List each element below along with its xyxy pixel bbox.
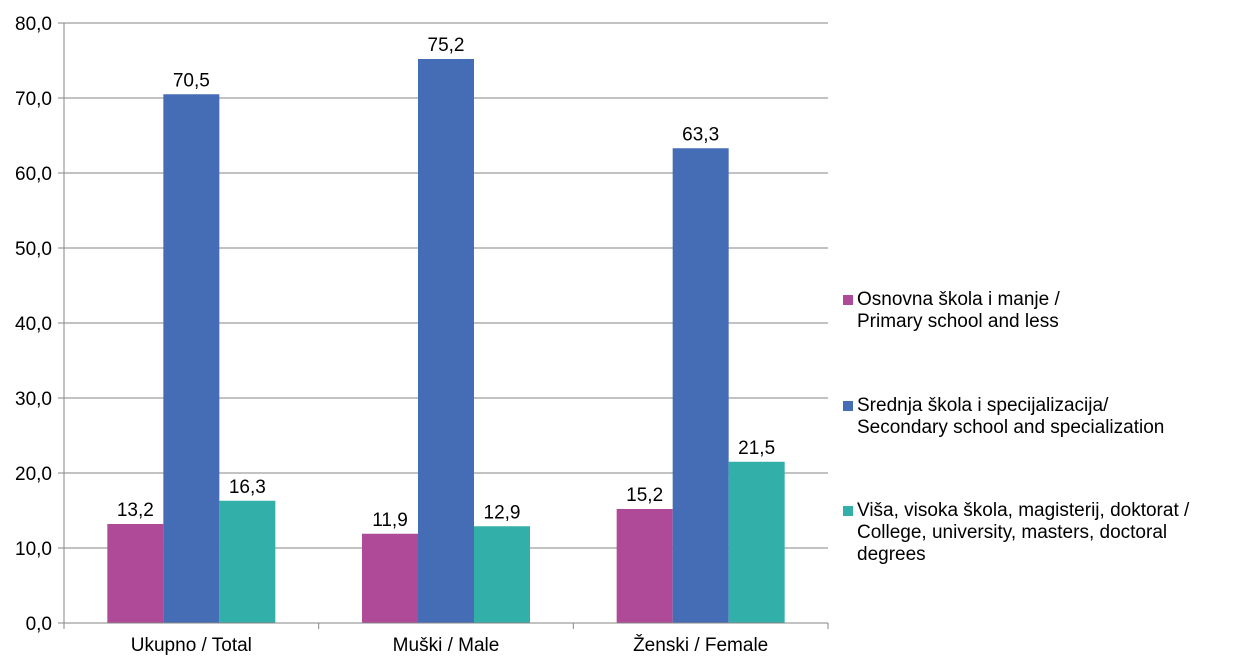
- legend-swatch: [843, 506, 853, 516]
- legend-item: Viša, visoka škola, magisterij, doktorat…: [843, 500, 1189, 566]
- y-tick-label: 40,0: [15, 314, 52, 335]
- y-tick-label: 70,0: [15, 89, 52, 110]
- data-label: 21,5: [738, 438, 775, 459]
- category-label: Ukupno / Total: [131, 635, 252, 656]
- bar: [418, 59, 474, 623]
- legend-label: Osnovna škola i manje / Primary school a…: [857, 289, 1060, 332]
- y-tick-label: 30,0: [15, 389, 52, 410]
- bar: [219, 500, 276, 623]
- y-tick-label: 60,0: [15, 164, 52, 185]
- legend-item: Osnovna škola i manje / Primary school a…: [843, 289, 1060, 333]
- bar: [107, 524, 164, 623]
- legend-label: Viša, visoka škola, magisterij, doktorat…: [857, 500, 1190, 565]
- y-tick-label: 80,0: [15, 14, 52, 35]
- bar: [362, 533, 418, 623]
- y-tick-label: 0,0: [26, 614, 52, 635]
- data-label: 75,2: [428, 35, 465, 56]
- x-axis: [58, 23, 829, 629]
- y-tick-label: 20,0: [15, 464, 52, 485]
- y-tick-label: 10,0: [15, 539, 52, 560]
- data-label: 63,3: [682, 124, 719, 145]
- data-label: 70,5: [173, 70, 210, 91]
- bar: [474, 526, 530, 623]
- legend-label: Srednja škola i specijalizacija/ Seconda…: [857, 395, 1165, 438]
- legend: Osnovna škola i manje / Primary school a…: [843, 0, 1241, 658]
- bar: [163, 94, 220, 623]
- y-tick-label: 50,0: [15, 239, 52, 260]
- legend-swatch: [843, 295, 853, 305]
- data-label: 15,2: [626, 485, 663, 506]
- category-labels: Ukupno / Total Muški / Male Ženski / Femal…: [131, 634, 768, 656]
- bar: [672, 148, 729, 623]
- data-labels: 13,2 70,5 16,3 11,9 75,2 12,9 15,2 63,3 21,5: [117, 35, 775, 531]
- legend-item: Srednja škola i specijalizacija/ Seconda…: [843, 395, 1164, 439]
- bar: [616, 509, 673, 623]
- bars: [107, 59, 785, 623]
- bar: [728, 461, 785, 623]
- data-label: 16,3: [229, 477, 266, 498]
- category-label: Muški / Male: [393, 635, 500, 656]
- legend-swatch: [843, 401, 853, 411]
- data-label: 11,9: [372, 510, 408, 531]
- category-label: Ženski / Female: [633, 634, 768, 656]
- data-label: 13,2: [117, 500, 154, 521]
- bar-chart: 0,0 10,0 20,0 30,0 40,0 50,0 60,0 70,0 80,0 13,2…: [15, 14, 829, 656]
- data-label: 12,9: [484, 502, 521, 523]
- y-axis-tick-labels: 0,0 10,0 20,0 30,0 40,0 50,0 60,0 70,0 80,0: [15, 14, 52, 635]
